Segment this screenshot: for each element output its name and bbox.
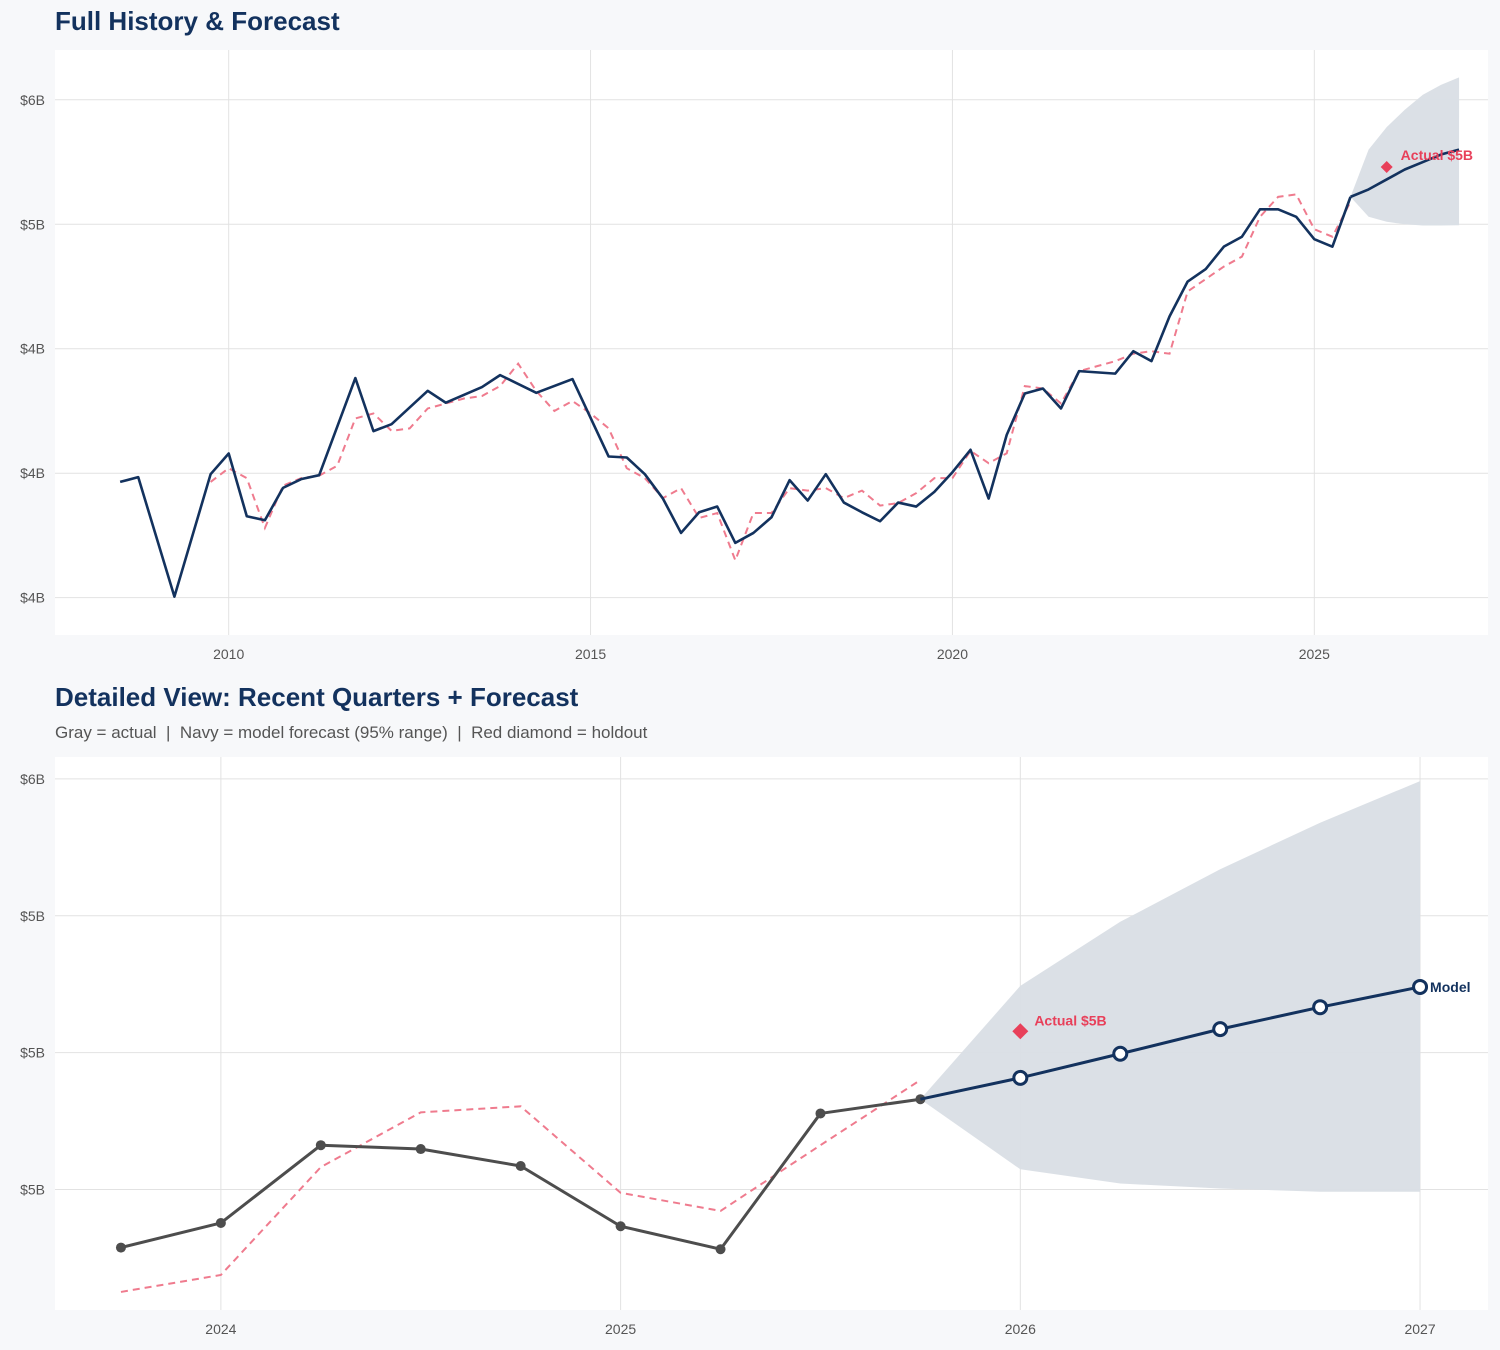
bottom-forecast-point bbox=[1312, 999, 1329, 1016]
bottom-actual-point bbox=[615, 1221, 626, 1232]
bottom-forecast-point bbox=[1112, 1045, 1129, 1062]
top-forecast-line bbox=[1349, 148, 1460, 199]
bottom-y-tick-label: $5B bbox=[20, 908, 45, 924]
top-x-tick-label: 2010 bbox=[213, 646, 244, 662]
top-y-tick-label: $6B bbox=[20, 92, 45, 108]
top-chart: $4B $4B $4B $5B $6B 2010 2015 2020 2025 Actual $5… bbox=[20, 50, 1488, 662]
top-y-tick-label: $5B bbox=[20, 216, 45, 232]
bottom-holdout-diamond bbox=[1012, 1023, 1029, 1040]
bottom-x-tick-label: 2026 bbox=[1005, 1321, 1036, 1337]
top-x-tick-label: 2025 bbox=[1299, 646, 1330, 662]
bottom-actual-point bbox=[415, 1144, 426, 1155]
bottom-actual-point bbox=[215, 1217, 226, 1228]
bottom-holdout-label: Actual $5B bbox=[1034, 1012, 1106, 1028]
bottom-actual-point bbox=[715, 1244, 726, 1255]
bottom-chart: $5B $5B $5B $6B 2024 2025 2026 2027 Actual $5B Mo… bbox=[20, 757, 1488, 1337]
top-x-tick-label: 2020 bbox=[937, 646, 968, 662]
bottom-forecast-point bbox=[1212, 1021, 1229, 1038]
bottom-confidence-band bbox=[920, 781, 1421, 1192]
bottom-model-end-label: Model bbox=[1430, 979, 1470, 995]
top-holdout-label: Actual $5B bbox=[1401, 147, 1473, 163]
bottom-y-tick-label: $5B bbox=[20, 1182, 45, 1198]
top-confidence-band bbox=[1350, 77, 1460, 226]
bottom-x-tick-label: 2024 bbox=[205, 1321, 236, 1337]
top-backtest-line bbox=[210, 193, 1352, 564]
top-y-tick-label: $4B bbox=[20, 590, 45, 606]
bottom-y-tick-label: $5B bbox=[20, 1045, 45, 1061]
top-plot-area bbox=[55, 50, 1488, 635]
bottom-x-tick-label: 2025 bbox=[605, 1321, 636, 1337]
top-y-tick-label: $4B bbox=[20, 465, 45, 481]
bottom-x-tick-label: 2027 bbox=[1404, 1321, 1435, 1337]
bottom-backtest-line bbox=[120, 1079, 921, 1293]
top-y-tick-label: $4B bbox=[20, 341, 45, 357]
bottom-forecast-point bbox=[1012, 1069, 1029, 1086]
bottom-actual-point bbox=[115, 1242, 126, 1253]
bottom-chart-title: Detailed View: Recent Quarters + Forecas… bbox=[55, 682, 579, 712]
top-holdout-diamond bbox=[1380, 161, 1393, 173]
top-chart-title: Full History & Forecast bbox=[55, 6, 340, 36]
bottom-y-tick-label: $6B bbox=[20, 771, 45, 787]
bottom-actual-point bbox=[315, 1140, 326, 1151]
bottom-chart-subtitle: Gray = actual | Navy = model forecast (9… bbox=[55, 723, 648, 742]
bottom-forecast-line bbox=[920, 985, 1421, 1101]
top-x-tick-label: 2015 bbox=[575, 646, 606, 662]
bottom-forecast-point bbox=[1412, 978, 1429, 995]
top-actual-line bbox=[119, 196, 1352, 598]
bottom-actual-point bbox=[515, 1161, 526, 1172]
bottom-actual-point bbox=[815, 1108, 826, 1119]
